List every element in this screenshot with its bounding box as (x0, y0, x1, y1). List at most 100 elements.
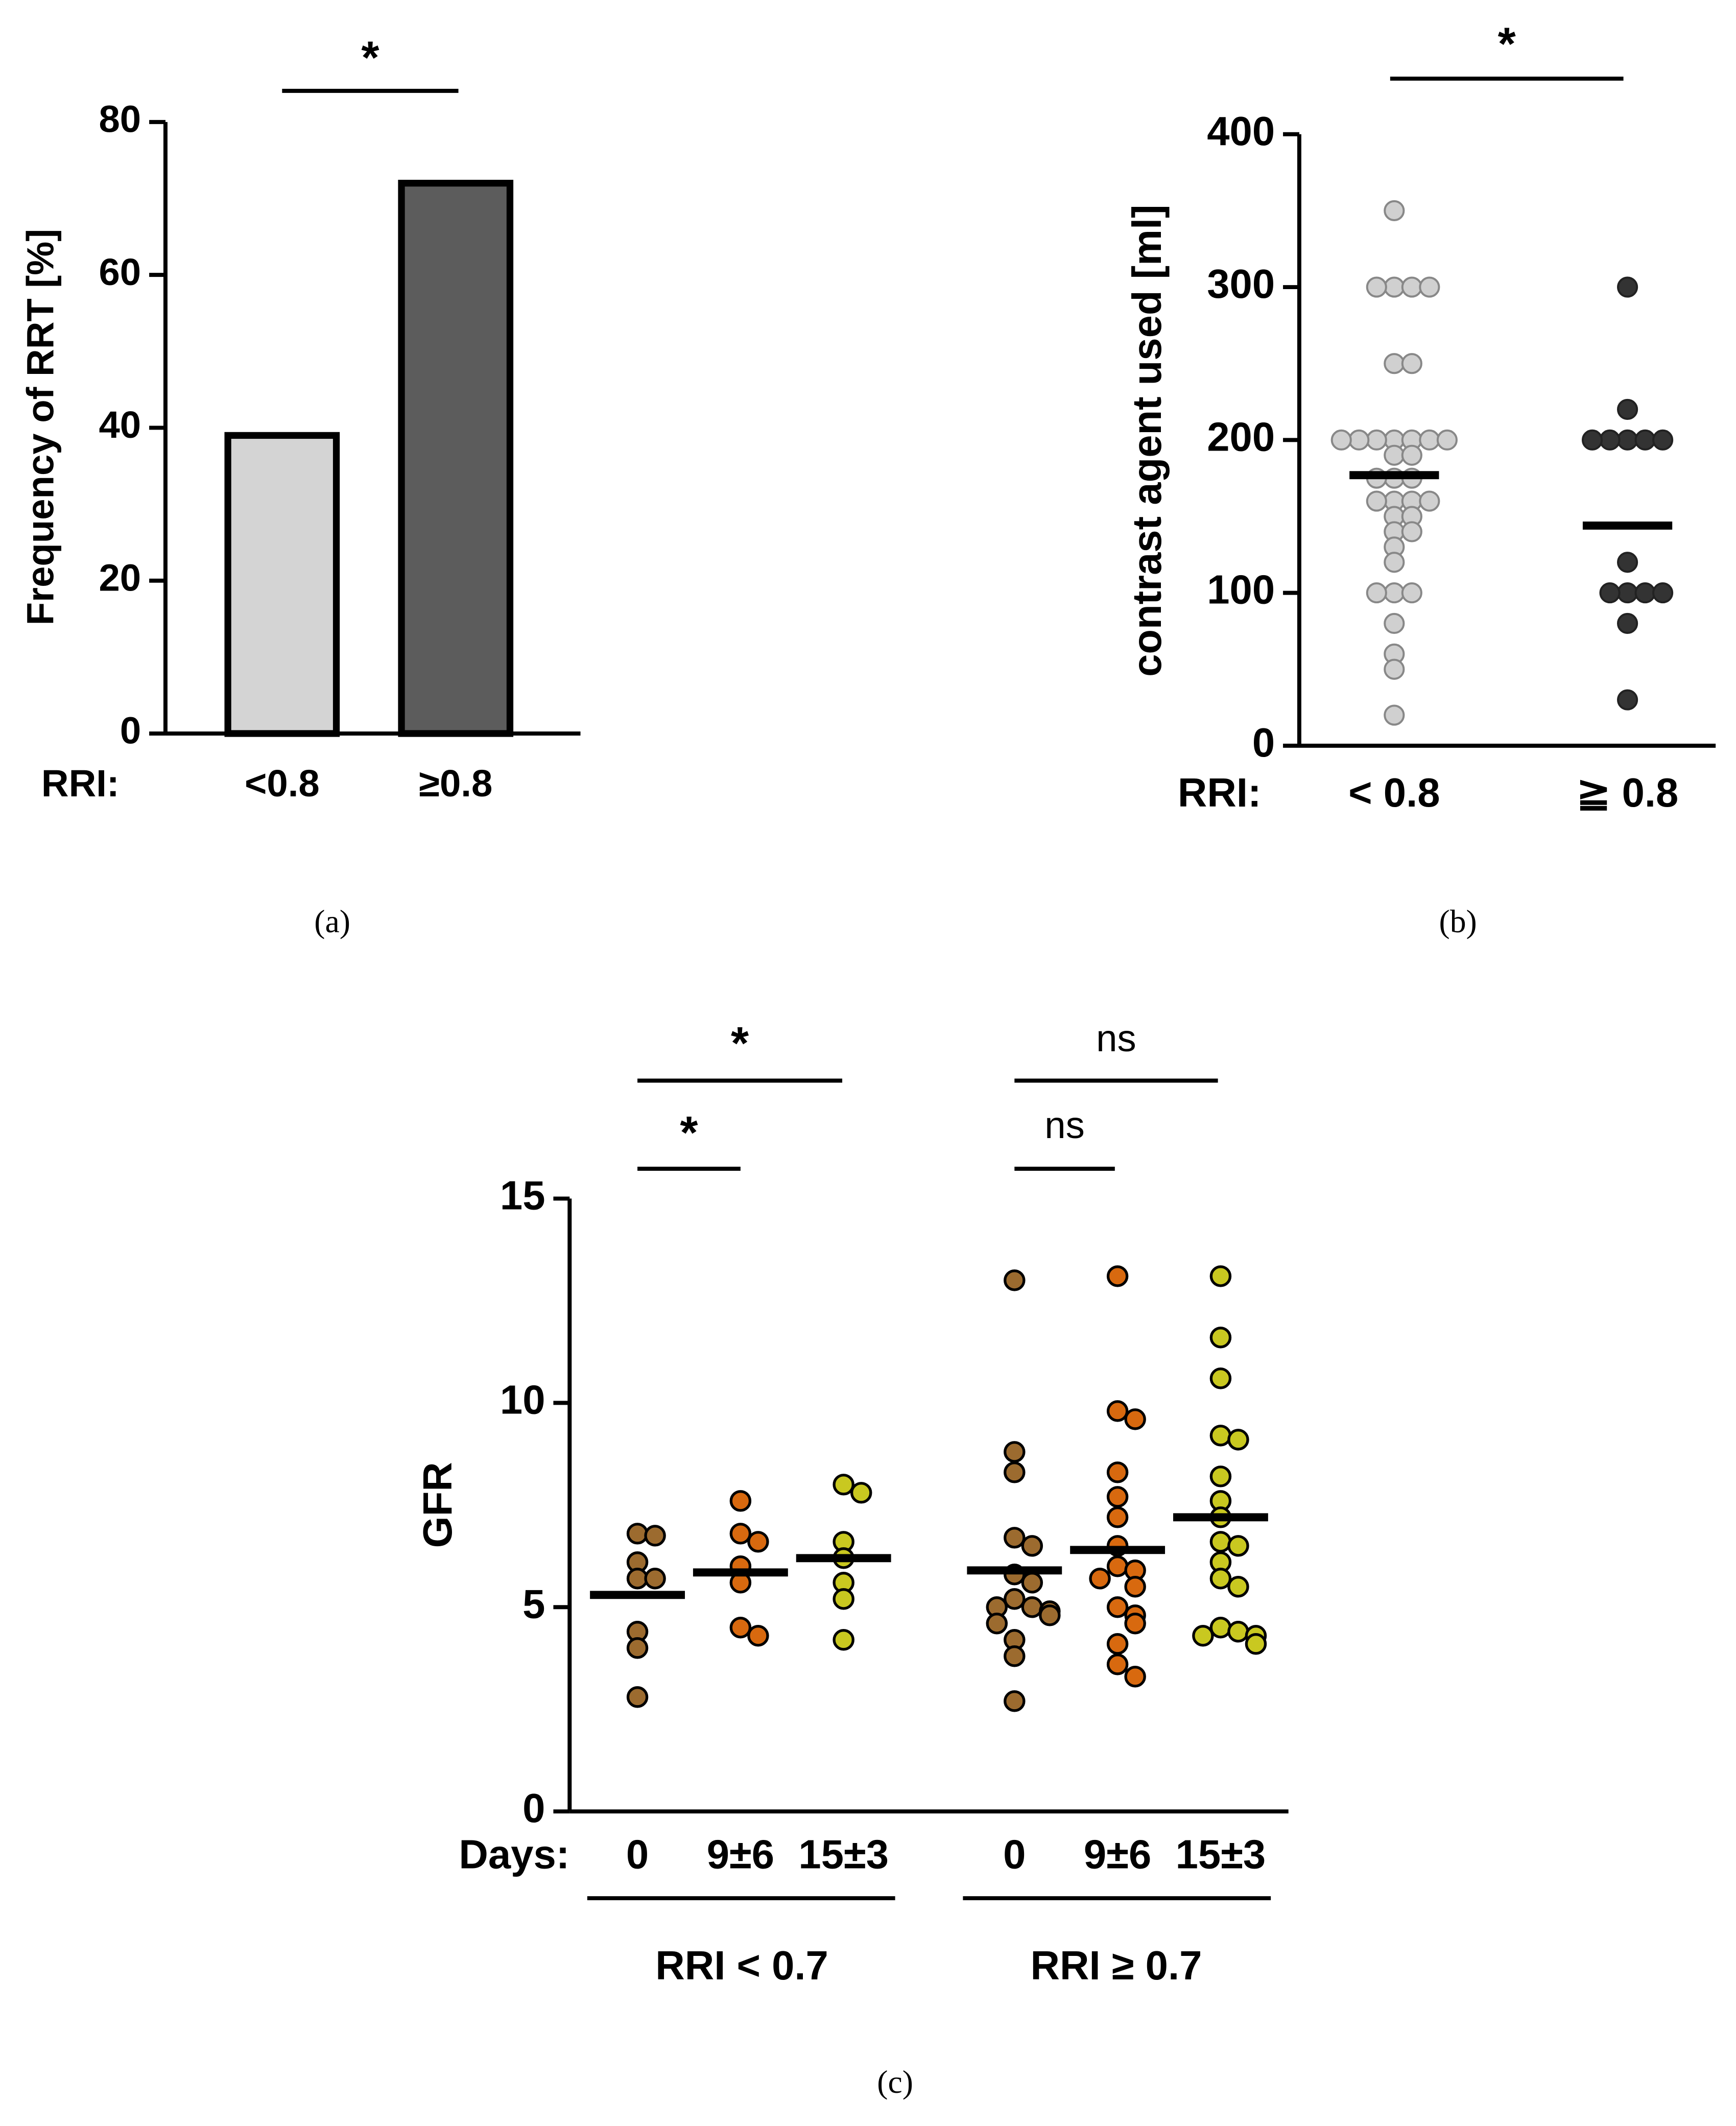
bar (224, 432, 340, 737)
significance-label: * (1498, 18, 1516, 70)
dot (1401, 276, 1422, 298)
significance-label: * (361, 32, 379, 83)
y-tick-label: 0 (522, 1785, 545, 1831)
dot (1401, 444, 1422, 466)
dot (1366, 429, 1387, 451)
significance-label: ns (1044, 1104, 1085, 1146)
dot (1384, 444, 1405, 466)
dot (1227, 1535, 1249, 1557)
dot (1004, 1461, 1026, 1483)
y-axis-label: GFR (415, 1462, 460, 1548)
dot (1021, 1535, 1043, 1557)
y-tick-label: 100 (1207, 567, 1275, 612)
group-label: RRI ≥ 0.7 (1031, 1943, 1202, 1988)
dot (1634, 429, 1656, 451)
y-tick-label: 10 (500, 1377, 545, 1422)
x-prefix: RRI: (41, 762, 120, 805)
dot (1021, 1596, 1043, 1618)
dot (1124, 1576, 1146, 1598)
dot (747, 1625, 769, 1647)
dot (626, 1523, 649, 1545)
dot (1245, 1633, 1267, 1655)
dot (1616, 552, 1638, 573)
y-axis-label: contrast agent used [ml] (1124, 204, 1170, 676)
dot (1366, 276, 1387, 298)
dot (1004, 1269, 1026, 1291)
dot (850, 1482, 872, 1504)
dot (833, 1588, 854, 1610)
y-tick-label: 400 (1207, 108, 1275, 154)
dot (1106, 1653, 1129, 1675)
dot (1209, 1367, 1232, 1389)
dot (833, 1474, 854, 1496)
dot (1106, 1596, 1129, 1618)
dot (1209, 1568, 1232, 1590)
y-tick-label: 80 (99, 98, 141, 140)
dot (1616, 689, 1638, 711)
dot (1634, 582, 1656, 604)
dot (1384, 658, 1405, 680)
dot (1384, 612, 1405, 634)
dot (1209, 1425, 1232, 1447)
y-tick-label: 200 (1207, 414, 1275, 459)
dot (1124, 1666, 1146, 1688)
y-tick-label: 5 (522, 1581, 545, 1626)
dot (1384, 200, 1405, 221)
dot (1419, 490, 1440, 512)
dot (1652, 429, 1674, 451)
significance-label: * (680, 1107, 698, 1159)
dot (1192, 1625, 1214, 1647)
y-tick-label: 300 (1207, 261, 1275, 306)
dot (1004, 1527, 1026, 1549)
dot (1384, 276, 1405, 298)
dot (729, 1523, 752, 1545)
significance-label: ns (1096, 1017, 1136, 1059)
x-prefix: Days: (459, 1831, 569, 1877)
y-tick-label: 20 (99, 556, 141, 599)
caption: (c) (877, 2064, 913, 2100)
x-tick-label: ≧ 0.8 (1577, 770, 1679, 815)
dot (1106, 1486, 1129, 1508)
dot (1209, 1327, 1232, 1349)
dot (1581, 429, 1603, 451)
dot (1039, 1604, 1061, 1626)
y-tick-label: 0 (120, 710, 141, 752)
x-tick-label: 0 (626, 1831, 649, 1877)
caption: (b) (1439, 903, 1477, 939)
dot (1384, 582, 1405, 604)
dot (1124, 1613, 1146, 1635)
y-tick-label: 40 (99, 404, 141, 446)
x-tick-label: 9±6 (1084, 1831, 1151, 1877)
dot (1124, 1408, 1146, 1430)
dot (1436, 429, 1458, 451)
dot (1401, 582, 1422, 604)
dot (1616, 398, 1638, 420)
dot (1227, 1576, 1249, 1598)
dot (1419, 429, 1440, 451)
dot (1616, 612, 1638, 634)
dot (1227, 1621, 1249, 1643)
dot (1004, 1645, 1026, 1667)
dot (1401, 353, 1422, 374)
dot (1616, 276, 1638, 298)
group-label: RRI < 0.7 (655, 1943, 828, 1988)
dot (1004, 1441, 1026, 1463)
dot (1004, 1690, 1026, 1712)
dot (1106, 1555, 1129, 1577)
dot (1419, 276, 1440, 298)
dot (644, 1568, 666, 1590)
x-tick-label: 0 (1003, 1831, 1026, 1877)
dot (626, 1686, 649, 1708)
dot (986, 1613, 1008, 1635)
x-tick-label: <0.8 (245, 762, 320, 805)
dot (1106, 1633, 1129, 1655)
x-tick-label: 15±3 (1176, 1831, 1266, 1877)
dot (1616, 582, 1638, 604)
x-tick-label: ≥0.8 (419, 762, 492, 805)
caption: (a) (314, 903, 350, 939)
dot (1366, 582, 1387, 604)
dot (626, 1568, 649, 1590)
dot (1348, 429, 1370, 451)
dot (1330, 429, 1352, 451)
dot (729, 1617, 752, 1639)
